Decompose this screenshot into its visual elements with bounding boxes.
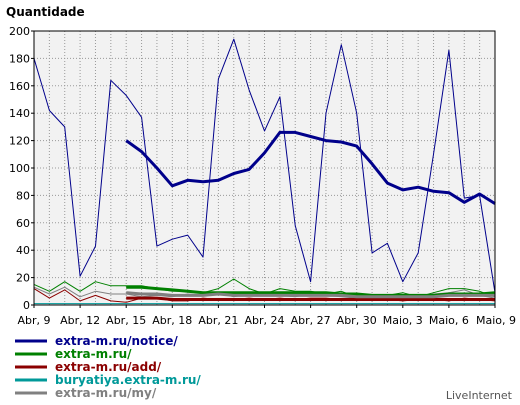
y-tick-label: 180 <box>9 52 30 65</box>
y-tick-label: 40 <box>16 244 30 257</box>
y-axis-ticks: 0 20 40 60 80 100 120 140 160 180 200 <box>9 25 34 312</box>
y-tick-label: 120 <box>9 135 30 148</box>
x-tick-label: Abr, 12 <box>60 314 100 327</box>
grid <box>33 30 496 306</box>
x-tick-label: Abr, 21 <box>198 314 238 327</box>
x-tick-label: Abr, 27 <box>291 314 331 327</box>
plot-frame <box>33 30 496 306</box>
y-tick-label: 200 <box>9 25 30 38</box>
x-axis-ticks: Abr, 9 Abr, 12 Abr, 15 Abr, 18 Abr, 21 Abr, 2… <box>17 305 516 327</box>
y-tick-label: 20 <box>16 272 30 285</box>
x-tick-label: Abr, 9 <box>17 314 50 327</box>
legend-label-extra-m-ru: extra-m.ru/ <box>55 347 132 361</box>
y-tick-label: 0 <box>23 299 30 312</box>
legend-label-extra-m-ru-my: extra-m.ru/my/ <box>55 386 157 400</box>
x-tick-label: Abr, 18 <box>152 314 192 327</box>
legend-label-extra-m-ru-notice: extra-m.ru/notice/ <box>55 334 178 348</box>
watermark-text: LiveInternet <box>446 389 513 402</box>
x-tick-label: Abr, 24 <box>244 314 284 327</box>
y-tick-label: 140 <box>9 107 30 120</box>
average-line-extra-m-ru-add-average <box>126 296 495 301</box>
legend-label-buryatiya-extra-m-ru: buryatiya.extra-m.ru/ <box>55 373 201 387</box>
x-tick-label: Maio, 3 <box>383 314 423 327</box>
x-tick-label: Abr, 30 <box>337 314 377 327</box>
legend: extra-m.ru/notice/extra-m.ru/extra-m.ru/… <box>15 334 201 400</box>
y-axis-title: Quantidade <box>6 5 85 19</box>
x-tick-label: Abr, 15 <box>106 314 146 327</box>
y-tick-label: 160 <box>9 80 30 93</box>
series-line-extra-m-ru-notice <box>33 38 496 293</box>
x-tick-label: Maio, 6 <box>429 314 469 327</box>
x-tick-label: Maio, 9 <box>476 314 516 327</box>
y-tick-label: 60 <box>16 217 30 230</box>
y-tick-label: 80 <box>16 189 30 202</box>
legend-label-extra-m-ru-add: extra-m.ru/add/ <box>55 360 162 374</box>
y-tick-label: 100 <box>9 162 30 175</box>
series-lines <box>33 38 496 305</box>
average-line-extra-m-ru-my-average <box>126 291 495 299</box>
average-line-extra-m-ru-notice-average <box>125 130 496 205</box>
